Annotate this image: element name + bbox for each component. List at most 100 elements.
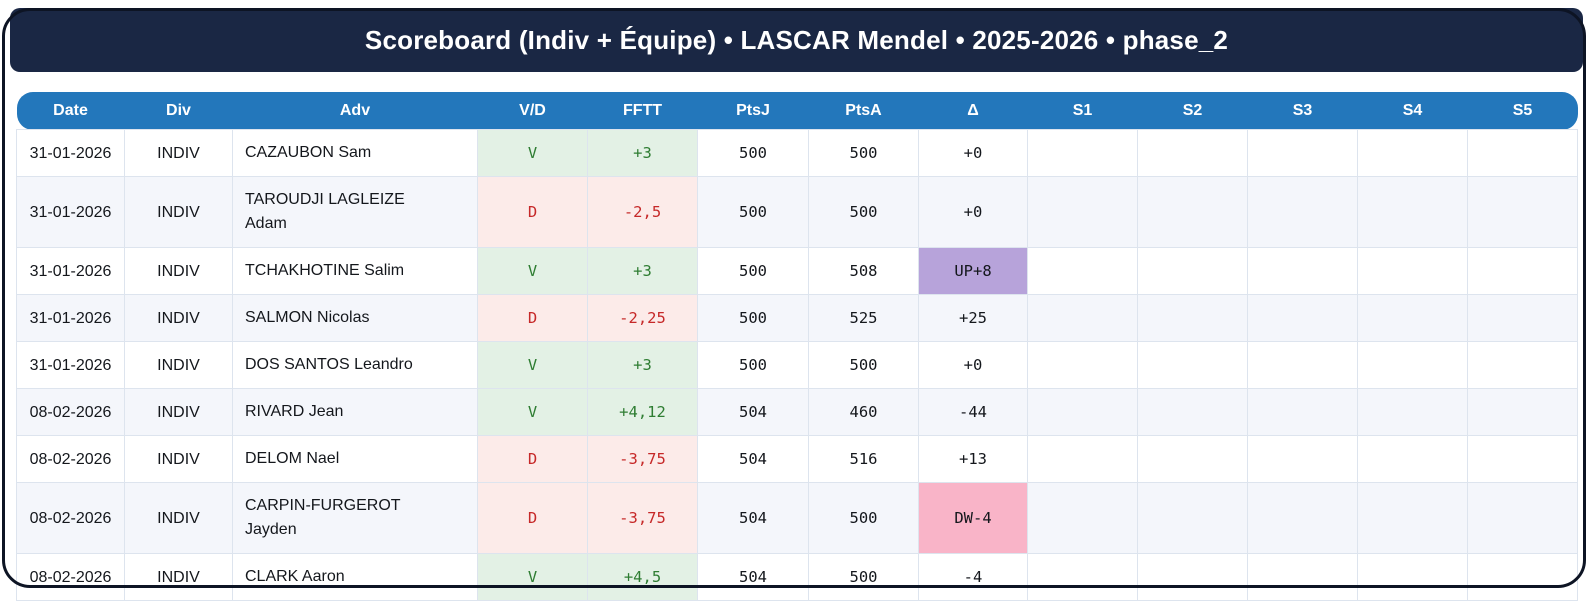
cell-ptsa: 500	[808, 129, 919, 177]
cell-delta: UP+8	[918, 247, 1028, 295]
cell-win-loss: V	[477, 247, 588, 295]
column-header-delta: Δ	[918, 92, 1028, 130]
column-header-s5: S5	[1467, 92, 1578, 130]
cell-ptsj: 500	[697, 294, 809, 342]
cell-adversary: DOS SANTOS Leandro	[232, 341, 478, 389]
table-row: 31-01-2026 INDIV CAZAUBON Sam V +3 500 5…	[16, 129, 1578, 177]
table-header: Date Div Adv V/D FFTT PtsJ PtsA Δ S1 S2 …	[16, 92, 1578, 130]
cell-win-loss: D	[477, 176, 588, 248]
column-header-s4: S4	[1357, 92, 1468, 130]
cell-ptsj: 504	[697, 482, 809, 554]
cell-fftt-points: +4,12	[587, 388, 698, 436]
cell-set-4	[1357, 435, 1468, 483]
cell-fftt-points: -3,75	[587, 435, 698, 483]
cell-div: INDIV	[124, 129, 233, 177]
cell-date: 31-01-2026	[16, 341, 125, 389]
cell-set-1	[1027, 129, 1138, 177]
cell-set-5	[1467, 294, 1578, 342]
cell-date: 31-01-2026	[16, 247, 125, 295]
cell-fftt-points: +4,5	[587, 553, 698, 601]
cell-ptsa: 516	[808, 435, 919, 483]
column-header-fftt: FFTT	[587, 92, 698, 130]
cell-date: 08-02-2026	[16, 482, 125, 554]
cell-set-1	[1027, 176, 1138, 248]
cell-set-4	[1357, 294, 1468, 342]
column-header-adv: Adv	[232, 92, 478, 130]
cell-adversary: RIVARD Jean	[232, 388, 478, 436]
cell-delta: DW-4	[918, 482, 1028, 554]
cell-ptsj: 500	[697, 247, 809, 295]
cell-date: 08-02-2026	[16, 388, 125, 436]
cell-win-loss: D	[477, 294, 588, 342]
cell-adversary: CARPIN-FURGEROT Jayden	[232, 482, 478, 554]
cell-adversary: SALMON Nicolas	[232, 294, 478, 342]
cell-delta: -4	[918, 553, 1028, 601]
cell-ptsa: 500	[808, 482, 919, 554]
cell-set-5	[1467, 388, 1578, 436]
scoreboard-table: Date Div Adv V/D FFTT PtsJ PtsA Δ S1 S2 …	[16, 92, 1578, 601]
cell-div: INDIV	[124, 435, 233, 483]
cell-date: 08-02-2026	[16, 435, 125, 483]
cell-set-1	[1027, 294, 1138, 342]
table-row: 08-02-2026 INDIV CARPIN-FURGEROT Jayden …	[16, 482, 1578, 554]
table-row: 31-01-2026 INDIV TCHAKHOTINE Salim V +3 …	[16, 247, 1578, 295]
cell-win-loss: V	[477, 553, 588, 601]
column-header-date: Date	[16, 92, 125, 130]
cell-adversary: CLARK Aaron	[232, 553, 478, 601]
column-header-div: Div	[124, 92, 233, 130]
cell-ptsj: 500	[697, 129, 809, 177]
cell-set-5	[1467, 482, 1578, 554]
cell-set-1	[1027, 553, 1138, 601]
cell-set-5	[1467, 247, 1578, 295]
cell-set-2	[1137, 553, 1248, 601]
cell-ptsa: 508	[808, 247, 919, 295]
cell-fftt-points: -2,25	[587, 294, 698, 342]
cell-win-loss: V	[477, 129, 588, 177]
cell-set-4	[1357, 341, 1468, 389]
cell-set-3	[1247, 247, 1358, 295]
cell-div: INDIV	[124, 247, 233, 295]
cell-ptsj: 504	[697, 553, 809, 601]
cell-set-3	[1247, 482, 1358, 554]
cell-set-2	[1137, 176, 1248, 248]
cell-set-5	[1467, 176, 1578, 248]
cell-set-5	[1467, 435, 1578, 483]
cell-ptsa: 460	[808, 388, 919, 436]
cell-set-4	[1357, 129, 1468, 177]
cell-adversary: TCHAKHOTINE Salim	[232, 247, 478, 295]
cell-set-2	[1137, 435, 1248, 483]
cell-date: 31-01-2026	[16, 294, 125, 342]
cell-set-5	[1467, 129, 1578, 177]
cell-set-4	[1357, 388, 1468, 436]
column-header-s2: S2	[1137, 92, 1248, 130]
cell-set-2	[1137, 388, 1248, 436]
cell-fftt-points: +3	[587, 247, 698, 295]
cell-set-5	[1467, 341, 1578, 389]
cell-set-1	[1027, 388, 1138, 436]
cell-set-3	[1247, 435, 1358, 483]
cell-set-2	[1137, 294, 1248, 342]
cell-adversary: DELOM Nael	[232, 435, 478, 483]
cell-set-1	[1027, 482, 1138, 554]
table-row: 31-01-2026 INDIV DOS SANTOS Leandro V +3…	[16, 341, 1578, 389]
cell-date: 08-02-2026	[16, 553, 125, 601]
cell-adversary: TAROUDJI LAGLEIZE Adam	[232, 176, 478, 248]
cell-win-loss: D	[477, 482, 588, 554]
cell-set-1	[1027, 247, 1138, 295]
cell-delta: +0	[918, 129, 1028, 177]
column-header-s1: S1	[1027, 92, 1138, 130]
cell-set-4	[1357, 176, 1468, 248]
cell-set-3	[1247, 294, 1358, 342]
cell-set-3	[1247, 553, 1358, 601]
cell-date: 31-01-2026	[16, 176, 125, 248]
cell-div: INDIV	[124, 176, 233, 248]
cell-ptsa: 500	[808, 176, 919, 248]
cell-set-1	[1027, 435, 1138, 483]
cell-ptsj: 504	[697, 435, 809, 483]
cell-div: INDIV	[124, 388, 233, 436]
cell-set-3	[1247, 129, 1358, 177]
cell-ptsa: 525	[808, 294, 919, 342]
table-row: 31-01-2026 INDIV SALMON Nicolas D -2,25 …	[16, 294, 1578, 342]
column-header-s3: S3	[1247, 92, 1358, 130]
cell-set-4	[1357, 247, 1468, 295]
